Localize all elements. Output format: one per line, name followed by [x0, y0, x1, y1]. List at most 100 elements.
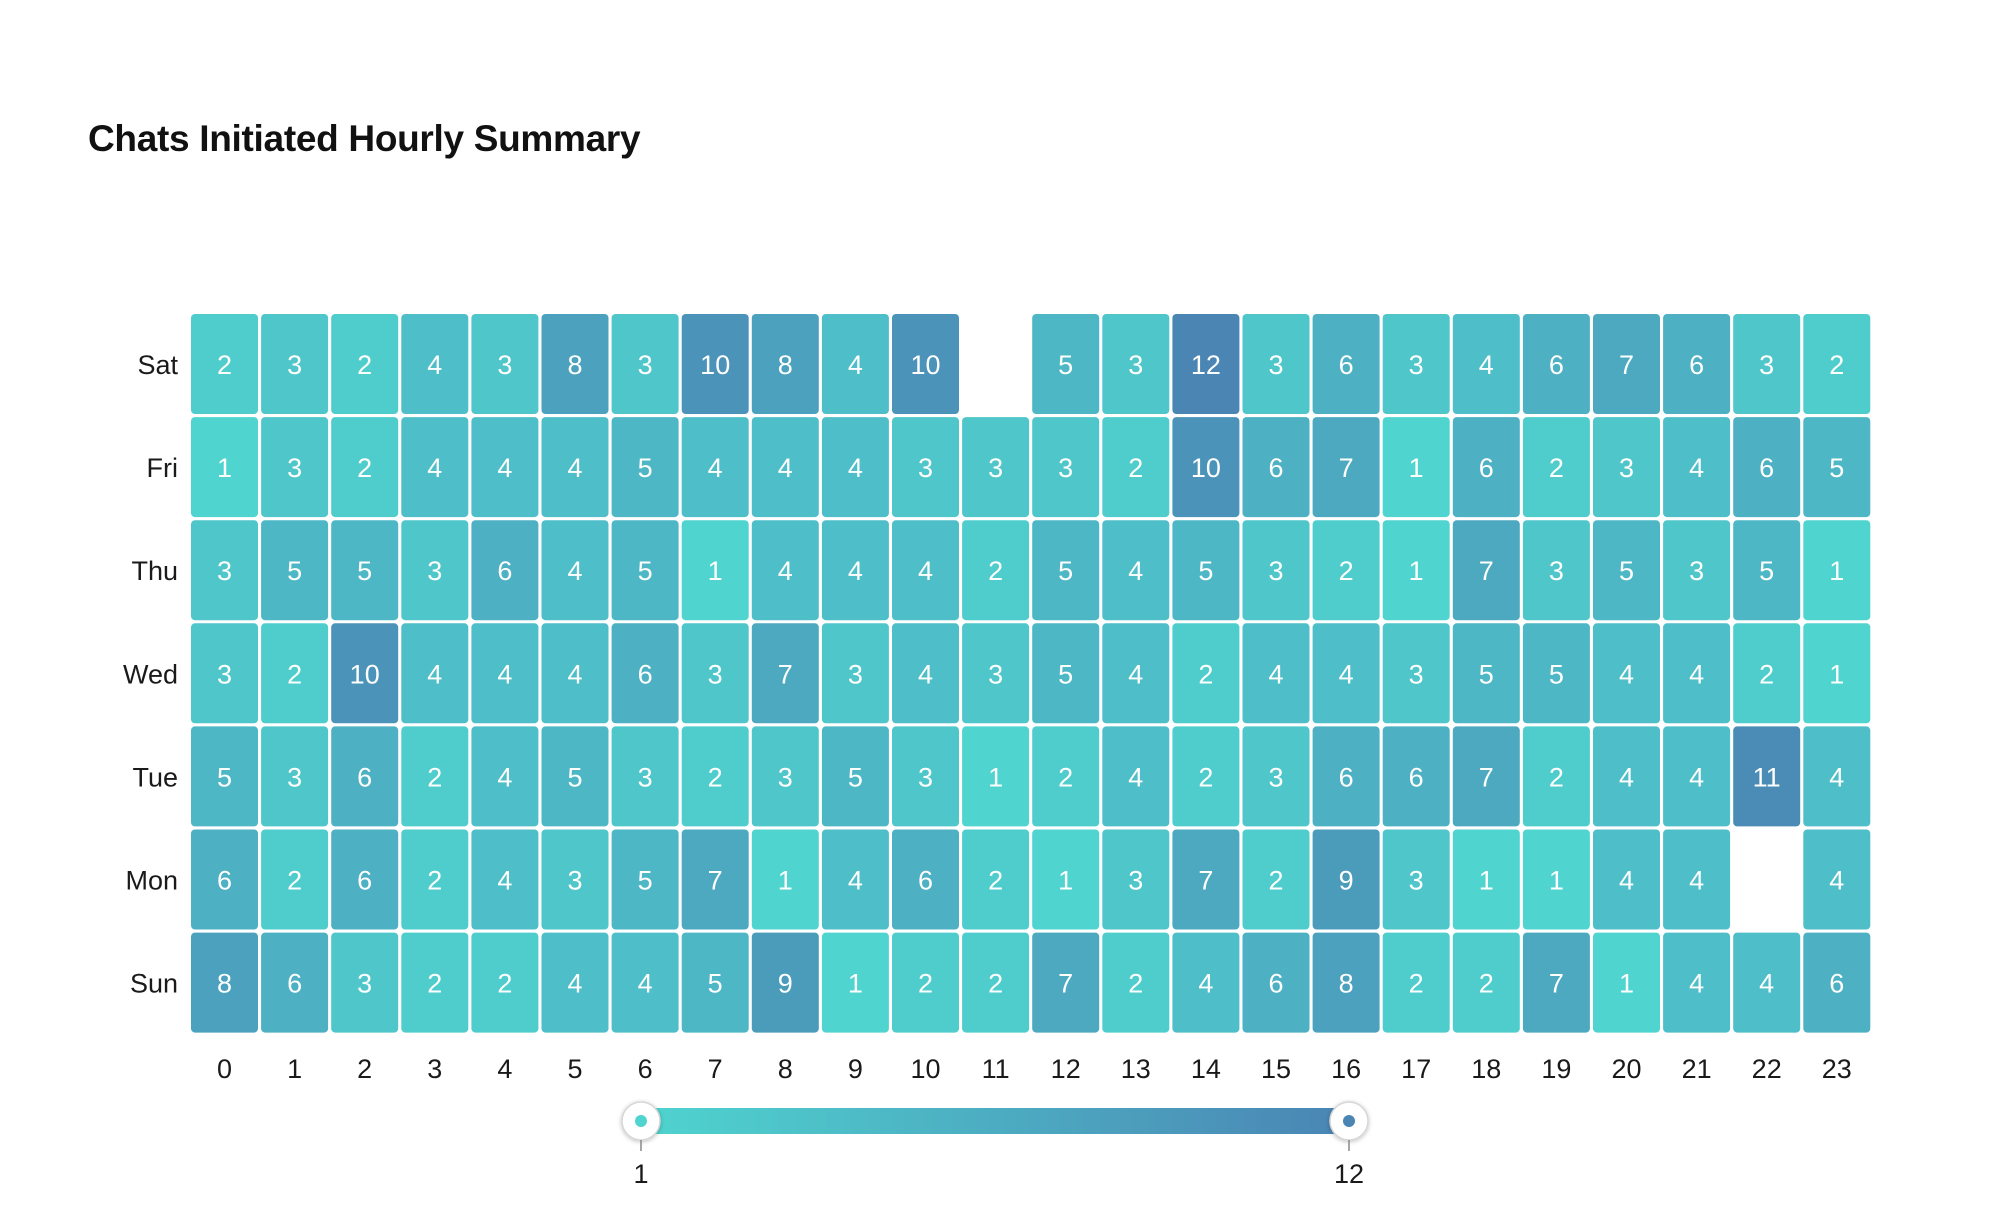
- heatmap-cell[interactable]: 10: [681, 314, 749, 414]
- heatmap-cell[interactable]: 2: [1172, 623, 1240, 724]
- heatmap-cell[interactable]: 5: [1803, 417, 1871, 518]
- heatmap-cell[interactable]: 6: [1663, 314, 1731, 414]
- heatmap-cell[interactable]: 4: [892, 623, 959, 724]
- heatmap-cell[interactable]: 5: [1172, 520, 1240, 621]
- heatmap-cell[interactable]: 10: [331, 623, 399, 724]
- heatmap-cell[interactable]: 1: [1452, 829, 1520, 930]
- heatmap-cell[interactable]: 5: [1593, 520, 1660, 621]
- heatmap-cell[interactable]: 2: [962, 520, 1030, 621]
- heatmap-cell[interactable]: 5: [261, 520, 329, 621]
- heatmap-cell[interactable]: 4: [1663, 417, 1731, 518]
- heatmap-cell[interactable]: 1: [1522, 829, 1590, 930]
- heatmap-cell[interactable]: 3: [1382, 829, 1450, 930]
- heatmap-cell[interactable]: 1: [1382, 520, 1450, 621]
- heatmap-cell[interactable]: 3: [261, 726, 329, 827]
- heatmap-cell[interactable]: 3: [1733, 314, 1801, 414]
- heatmap-cell[interactable]: 2: [1803, 314, 1871, 414]
- heatmap-cell[interactable]: 5: [541, 726, 609, 827]
- heatmap-cell[interactable]: 4: [821, 417, 889, 518]
- heatmap-cell[interactable]: 2: [191, 314, 258, 414]
- heatmap-cell[interactable]: 5: [821, 726, 889, 827]
- heatmap-cell[interactable]: 7: [1522, 932, 1590, 1033]
- heatmap-cell[interactable]: 4: [1803, 726, 1871, 827]
- heatmap-cell[interactable]: 2: [1733, 623, 1801, 724]
- heatmap-cell[interactable]: 3: [1242, 314, 1310, 414]
- heatmap-cell[interactable]: 4: [611, 932, 679, 1033]
- heatmap-cell[interactable]: 2: [261, 623, 329, 724]
- heatmap-cell[interactable]: 7: [1593, 314, 1660, 414]
- heatmap-cell[interactable]: 3: [751, 726, 819, 827]
- heatmap-cell[interactable]: 3: [261, 314, 329, 414]
- heatmap-cell[interactable]: 4: [1172, 932, 1240, 1033]
- heatmap-cell[interactable]: 4: [681, 417, 749, 518]
- heatmap-cell[interactable]: 3: [331, 932, 399, 1033]
- heatmap-cell[interactable]: 1: [1593, 932, 1660, 1033]
- heatmap-cell[interactable]: 4: [1663, 623, 1731, 724]
- heatmap-cell[interactable]: 3: [1382, 623, 1450, 724]
- heatmap-cell[interactable]: 10: [892, 314, 959, 414]
- heatmap-cell[interactable]: 3: [1102, 314, 1170, 414]
- heatmap-cell[interactable]: 6: [892, 829, 959, 930]
- heatmap-cell[interactable]: 1: [681, 520, 749, 621]
- heatmap-cell[interactable]: 2: [962, 829, 1030, 930]
- heatmap-cell[interactable]: 3: [1593, 417, 1660, 518]
- heatmap-cell[interactable]: 12: [1172, 314, 1240, 414]
- heatmap-cell[interactable]: 2: [1242, 829, 1310, 930]
- heatmap-cell[interactable]: 2: [1032, 726, 1100, 827]
- heatmap-cell[interactable]: 6: [611, 623, 679, 724]
- legend-min-handle[interactable]: [621, 1101, 661, 1141]
- heatmap-cell[interactable]: 5: [1032, 520, 1100, 621]
- heatmap-cell[interactable]: 2: [681, 726, 749, 827]
- heatmap-cell[interactable]: 6: [331, 829, 399, 930]
- heatmap-cell[interactable]: 2: [892, 932, 959, 1033]
- heatmap-cell[interactable]: 4: [541, 520, 609, 621]
- heatmap-cell[interactable]: 4: [1593, 726, 1660, 827]
- heatmap-cell[interactable]: 3: [1242, 726, 1310, 827]
- heatmap-cell[interactable]: 3: [471, 314, 539, 414]
- heatmap-cell[interactable]: 3: [401, 520, 469, 621]
- heatmap-cell[interactable]: 2: [1102, 417, 1170, 518]
- heatmap-cell[interactable]: 3: [191, 623, 258, 724]
- heatmap-cell[interactable]: 1: [1032, 829, 1100, 930]
- heatmap-cell[interactable]: 4: [1733, 932, 1801, 1033]
- heatmap-cell[interactable]: 4: [401, 417, 469, 518]
- heatmap-cell[interactable]: 11: [1733, 726, 1801, 827]
- heatmap-cell[interactable]: 6: [1312, 726, 1380, 827]
- heatmap-cell[interactable]: 4: [821, 314, 889, 414]
- heatmap-cell[interactable]: 2: [401, 829, 469, 930]
- heatmap-cell[interactable]: 6: [471, 520, 539, 621]
- heatmap-cell[interactable]: 3: [261, 417, 329, 518]
- heatmap-cell[interactable]: 2: [401, 726, 469, 827]
- heatmap-cell[interactable]: 1: [962, 726, 1030, 827]
- heatmap-cell[interactable]: 4: [1803, 829, 1871, 930]
- heatmap-cell[interactable]: 6: [1382, 726, 1450, 827]
- heatmap-cell[interactable]: 2: [962, 932, 1030, 1033]
- heatmap-cell[interactable]: 3: [1242, 520, 1310, 621]
- heatmap-cell[interactable]: 4: [1102, 623, 1170, 724]
- heatmap-cell[interactable]: 6: [191, 829, 258, 930]
- heatmap-cell[interactable]: 4: [541, 623, 609, 724]
- heatmap-cell[interactable]: 5: [1032, 623, 1100, 724]
- heatmap-cell[interactable]: 4: [751, 417, 819, 518]
- heatmap-cell[interactable]: 3: [541, 829, 609, 930]
- heatmap-cell[interactable]: 2: [1522, 726, 1590, 827]
- heatmap-cell[interactable]: 1: [1382, 417, 1450, 518]
- heatmap-cell[interactable]: 4: [401, 623, 469, 724]
- heatmap-cell[interactable]: 4: [471, 417, 539, 518]
- heatmap-cell[interactable]: 5: [611, 520, 679, 621]
- heatmap-cell[interactable]: 3: [892, 417, 959, 518]
- heatmap-cell[interactable]: 7: [1312, 417, 1380, 518]
- heatmap-cell[interactable]: 8: [541, 314, 609, 414]
- heatmap-cell[interactable]: 6: [1242, 417, 1310, 518]
- heatmap-cell[interactable]: 2: [1452, 932, 1520, 1033]
- heatmap-cell[interactable]: 1: [821, 932, 889, 1033]
- heatmap-cell[interactable]: 3: [962, 623, 1030, 724]
- heatmap-cell[interactable]: 3: [611, 726, 679, 827]
- heatmap-cell[interactable]: 4: [471, 726, 539, 827]
- heatmap-cell[interactable]: 8: [751, 314, 819, 414]
- heatmap-cell[interactable]: 7: [751, 623, 819, 724]
- heatmap-cell[interactable]: 7: [1452, 726, 1520, 827]
- heatmap-cell[interactable]: 10: [1172, 417, 1240, 518]
- heatmap-cell[interactable]: 4: [471, 623, 539, 724]
- heatmap-cell[interactable]: 6: [1733, 417, 1801, 518]
